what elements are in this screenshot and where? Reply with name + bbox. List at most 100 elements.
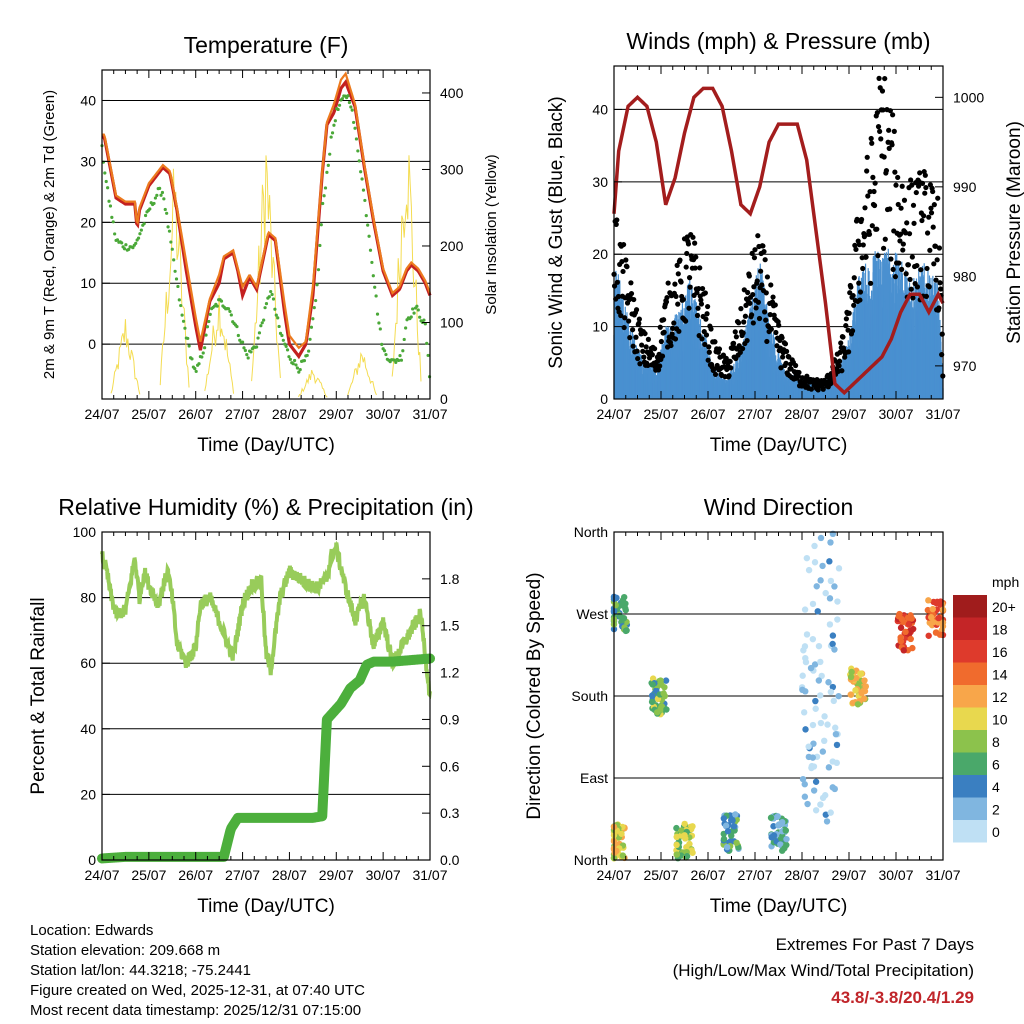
y2-tick-label: 0.0 — [440, 852, 460, 868]
direction-point — [727, 837, 735, 845]
wind-gust-point — [857, 297, 863, 303]
legend-label: 6 — [992, 757, 1000, 773]
wind-gust-point — [711, 366, 717, 372]
x-tick-label: 28/07 — [272, 406, 307, 422]
direction-point — [658, 703, 665, 710]
wind-gust-point — [712, 371, 719, 378]
wind-gust-point — [858, 216, 865, 223]
wind-gust-point — [896, 260, 902, 266]
dewpoint-point — [215, 304, 219, 308]
wind-gust-point — [623, 257, 629, 263]
wind-gust-point — [919, 217, 925, 224]
dewpoint-point — [136, 236, 141, 240]
wind-gust-point — [620, 268, 626, 275]
wind-gust-point — [875, 124, 882, 130]
direction-point — [812, 705, 819, 712]
direction-point — [802, 726, 809, 733]
wind-gust-point — [752, 247, 758, 253]
direction-point — [801, 793, 809, 800]
direction-point — [829, 784, 836, 791]
wind-gust-point — [728, 365, 734, 371]
wind-gust-point — [763, 290, 769, 296]
wind-gust-point — [657, 363, 663, 369]
wind-gust-point — [899, 266, 905, 273]
wind-gust-point — [851, 275, 857, 281]
direction-point — [783, 841, 790, 849]
dewpoint-point — [325, 170, 329, 174]
y-tick-label: 30 — [592, 174, 608, 190]
dewpoint-point — [208, 312, 212, 316]
wind_direction-ylabel: Direction (Colored By Speed) — [524, 572, 545, 819]
dewpoint-point — [401, 349, 405, 353]
direction-point — [819, 562, 826, 570]
direction-point — [932, 629, 940, 636]
wind-gust-point — [659, 353, 666, 359]
dewpoint-point — [308, 337, 312, 341]
x-tick-label: 29/07 — [831, 406, 866, 422]
wind-gust-point — [909, 254, 915, 260]
direction-point — [814, 608, 821, 615]
direction-point — [817, 577, 824, 584]
direction-point — [678, 827, 685, 834]
wind-gust-point — [624, 264, 630, 270]
wind-gust-point — [642, 330, 648, 337]
direction-point — [722, 822, 730, 829]
direction-point — [812, 778, 820, 785]
wind-gust-point — [915, 183, 922, 189]
wind-gust-point — [760, 243, 766, 249]
wind-gust-point — [918, 267, 924, 273]
wind-gust-point — [795, 373, 802, 380]
x-tick-label: 29/07 — [319, 406, 354, 422]
wind-gust-point — [897, 231, 904, 237]
direction-point — [822, 589, 829, 597]
wind-gust-point — [708, 326, 714, 332]
direction-point — [815, 642, 823, 650]
wind-gust-point — [699, 285, 706, 292]
dewpoint-point — [350, 108, 354, 112]
x-tick-label: 27/07 — [737, 867, 772, 883]
direction-point — [618, 601, 625, 609]
wind-gust-point — [690, 234, 696, 240]
dewpoint-point — [422, 318, 426, 322]
wind-gust-point — [815, 387, 821, 393]
dewpoint-point — [326, 163, 330, 167]
direction-point — [829, 632, 837, 639]
dewpoint-point — [110, 215, 114, 219]
dewpoint-point — [219, 299, 224, 303]
9m-temp-line — [102, 71, 432, 350]
wind-gust-point — [926, 214, 932, 220]
wind-gust-point — [702, 341, 708, 348]
wind-gust-point — [772, 302, 778, 308]
wind-gust-point — [921, 213, 927, 219]
wind-gust-point — [857, 289, 864, 295]
direction-point — [618, 830, 625, 837]
dewpoint-point — [236, 333, 240, 338]
direction-point — [811, 542, 818, 550]
direction-point — [648, 692, 656, 699]
wind-gust-point — [897, 238, 903, 244]
dewpoint-point — [124, 243, 128, 247]
dewpoint-point — [321, 201, 325, 206]
direction-point — [815, 677, 823, 684]
wind-gust-point — [890, 266, 896, 273]
dewpoint-point — [285, 348, 290, 352]
y-tick-label: 20 — [592, 246, 608, 262]
dewpoint-point — [418, 315, 422, 319]
direction-point — [907, 612, 914, 619]
direction-point — [799, 775, 807, 783]
wind-gust-point — [692, 265, 698, 271]
wind-gust-point — [874, 110, 880, 116]
y2-tick-label: 300 — [440, 161, 464, 177]
y-tick-label: 0 — [600, 391, 608, 407]
wind-gust-point — [779, 335, 785, 341]
y-tick-label: 100 — [73, 524, 97, 540]
dewpoint-point — [392, 358, 396, 362]
y2-tick-label: 1.5 — [440, 618, 460, 634]
wind-gust-point — [703, 316, 709, 322]
dewpoint-point — [373, 285, 377, 289]
wind-gust-point — [865, 193, 871, 199]
dewpoint-point — [205, 325, 210, 329]
x-tick-label: 31/07 — [412, 406, 447, 422]
wind-gust-point — [837, 358, 843, 364]
dewpoint-point — [346, 94, 350, 98]
